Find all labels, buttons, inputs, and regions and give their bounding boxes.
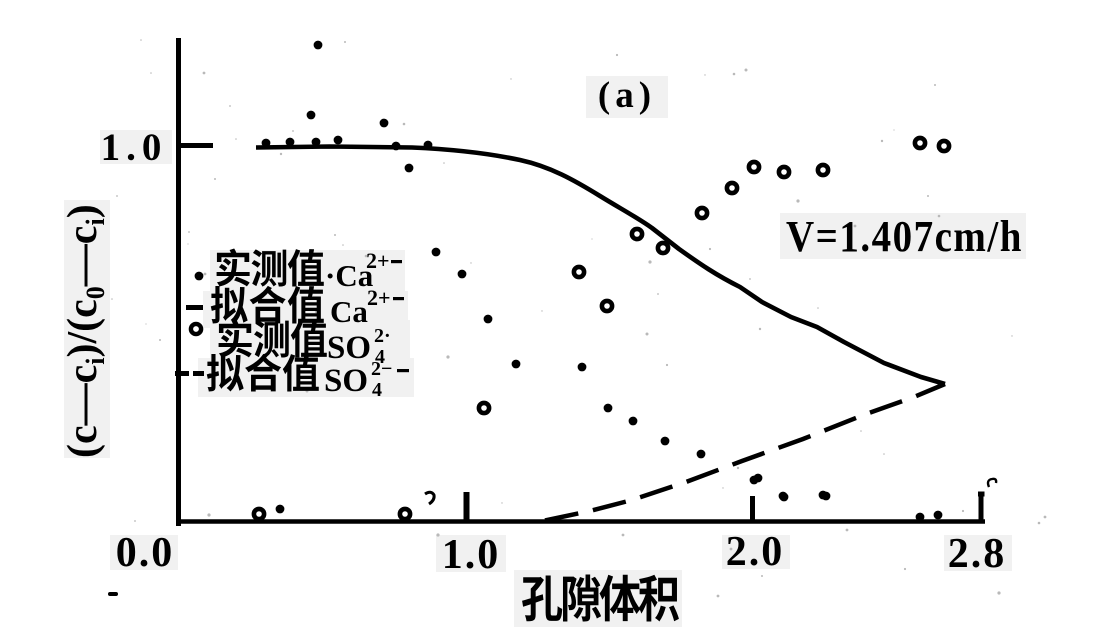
svg-text:2−: 2−	[371, 358, 392, 380]
svg-text:2.0: 2.0	[726, 529, 785, 575]
svg-text:1.0: 1.0	[442, 532, 501, 578]
svg-text:SO: SO	[324, 363, 368, 399]
svg-text:·Ca: ·Ca	[325, 258, 374, 293]
svg-text:0.0: 0.0	[116, 530, 175, 576]
svg-text:Ca: Ca	[330, 294, 368, 329]
svg-text:(a): (a)	[598, 75, 656, 116]
svg-text:2·: 2·	[374, 325, 391, 347]
svg-text:(c—ci)/(c0—ci): (c—ci)/(c0—ci)	[60, 204, 110, 458]
svg-text:SO: SO	[327, 330, 371, 366]
svg-text:4: 4	[372, 379, 382, 401]
svg-text:2+: 2+	[366, 248, 390, 273]
svg-text:1.0: 1.0	[101, 126, 168, 169]
svg-text:2.8: 2.8	[948, 531, 1007, 577]
svg-text:V=1.407cm/h: V=1.407cm/h	[786, 213, 1023, 262]
svg-text:2+: 2+	[367, 285, 391, 310]
svg-text:4: 4	[375, 346, 385, 368]
